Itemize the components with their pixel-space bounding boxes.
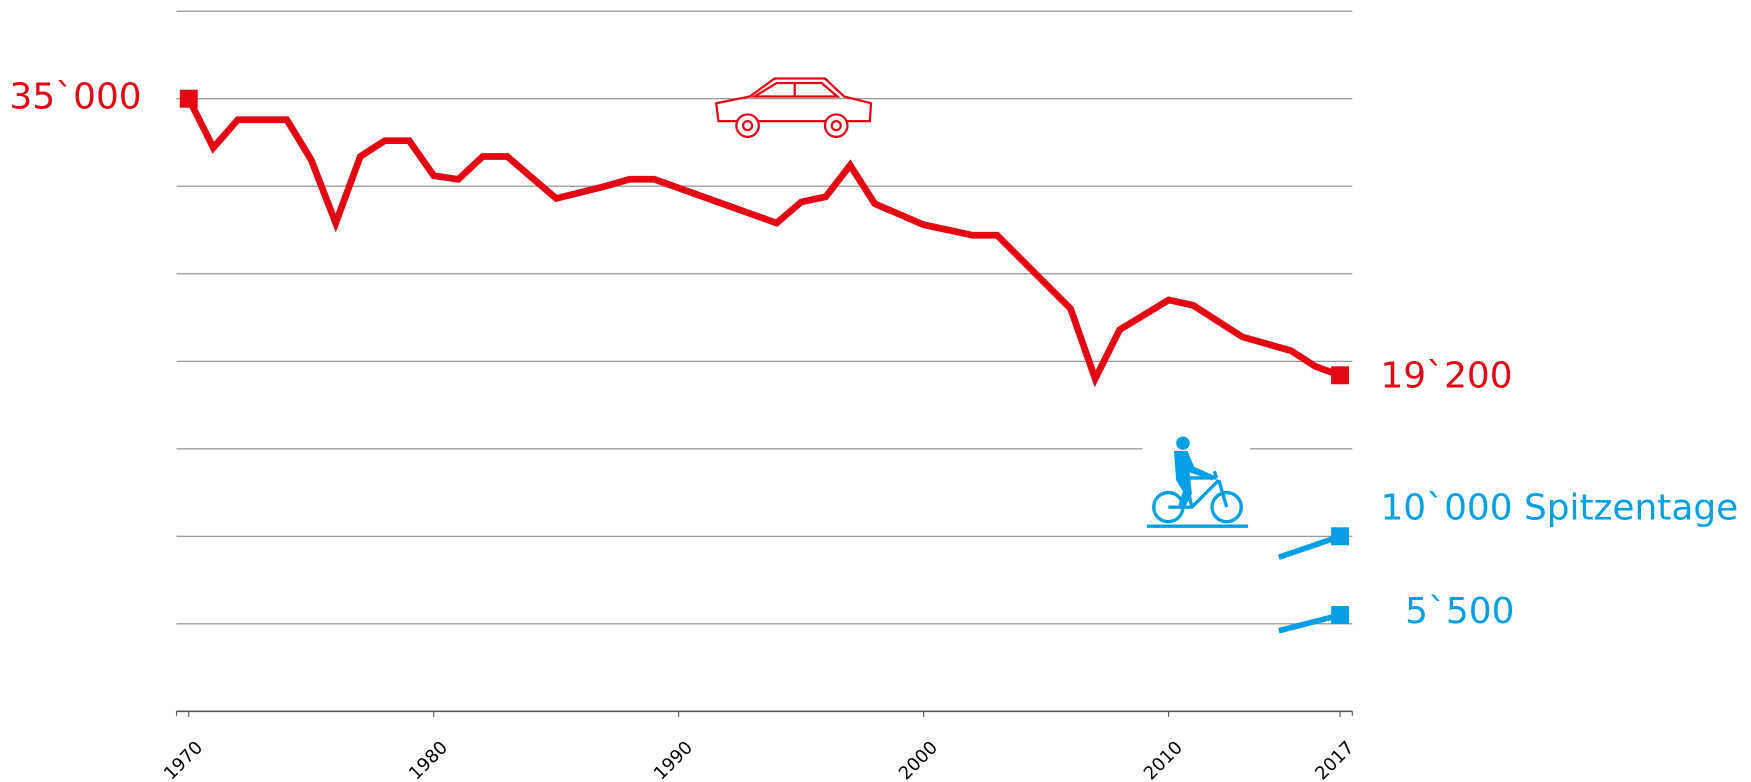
x-tick-label: 2010: [1140, 737, 1187, 782]
value-label: 5`500: [1405, 591, 1514, 632]
x-tick-label: 2000: [895, 737, 942, 782]
series-line: [1277, 533, 1342, 560]
value-label: 10`000 Spitzentage: [1380, 487, 1738, 528]
series-line: [185, 97, 1342, 388]
end-marker: [179, 89, 198, 108]
rider-body: [1173, 451, 1215, 508]
rider-head: [1176, 436, 1190, 450]
end-marker: [1331, 606, 1350, 625]
value-label: 35`000: [10, 77, 142, 118]
car-icon: [714, 77, 873, 138]
value-label: 19`200: [1380, 356, 1512, 397]
icon-background: [1142, 433, 1251, 530]
x-tick-label: 2017: [1311, 737, 1358, 782]
end-marker: [1331, 366, 1350, 385]
x-tick-label: 1970: [160, 737, 207, 782]
x-tick-label: 1980: [405, 737, 452, 782]
bike-icon: [1142, 433, 1251, 530]
series-line: [1278, 612, 1341, 634]
grid: [175, 10, 1353, 716]
x-tick-label: 1990: [650, 737, 697, 782]
end-marker: [1331, 527, 1350, 546]
bike-wheel: [1210, 490, 1243, 524]
